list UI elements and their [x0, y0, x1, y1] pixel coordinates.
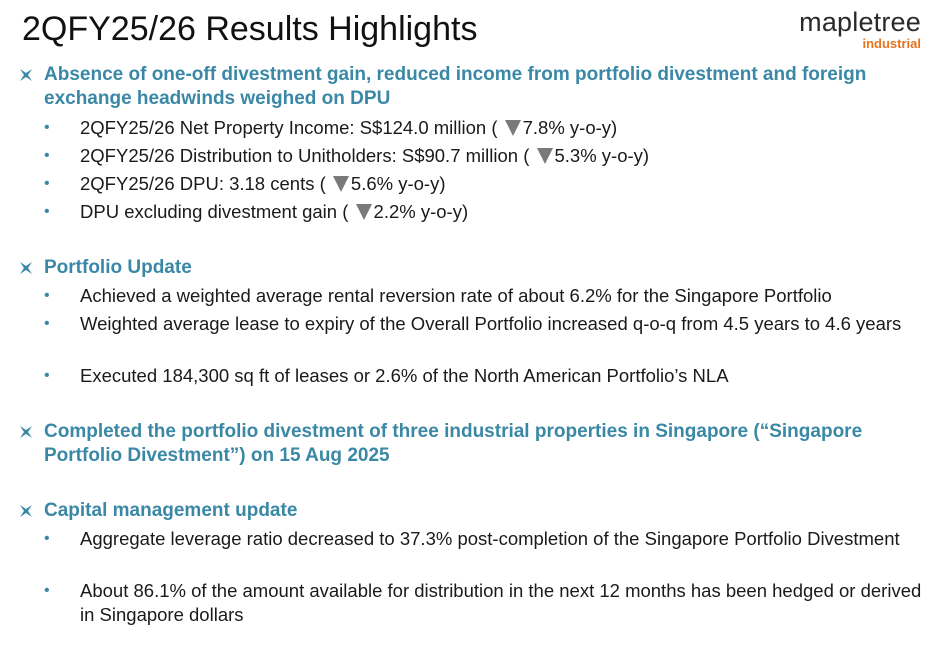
change-text: 5.3% y-o-y) — [554, 145, 650, 166]
section-heading: Completed the portfolio divestment of th… — [44, 421, 863, 466]
bullet-icon: • — [44, 175, 50, 192]
list-item: • DPU excluding divestment gain ( 2.2% y… — [44, 200, 925, 224]
bullet-text: 2QFY25/26 Distribution to Unitholders: S… — [80, 145, 535, 166]
section-heading: Portfolio Update — [44, 257, 192, 278]
section-heading: Absence of one-off divestment gain, redu… — [44, 64, 867, 109]
list-item: • About 86.1% of the amount available fo… — [44, 579, 925, 627]
mapletree-industrial-logo: mapletree industrial — [781, 6, 921, 51]
change-text: 5.6% y-o-y) — [350, 173, 446, 194]
bullet-icon: • — [44, 367, 50, 384]
section-marker-icon — [18, 424, 34, 440]
change-text: 2.2% y-o-y) — [373, 201, 469, 222]
bullet-text: About 86.1% of the amount available for … — [80, 580, 922, 625]
bullet-text: DPU excluding divestment gain ( — [80, 201, 354, 222]
bullet-text: Aggregate leverage ratio decreased to 37… — [80, 528, 900, 549]
bullet-icon: • — [44, 203, 50, 220]
slide-title: 2QFY25/26 Results Highlights — [22, 10, 478, 48]
down-triangle-icon — [536, 148, 553, 164]
list-item: • Weighted average lease to expiry of th… — [44, 312, 925, 336]
list-item: • Aggregate leverage ratio decreased to … — [44, 527, 925, 551]
bullet-text: 2QFY25/26 DPU: 3.18 cents ( — [80, 173, 331, 194]
section-marker-icon — [18, 260, 34, 276]
list-item: • Achieved a weighted average rental rev… — [44, 284, 925, 308]
down-triangle-icon — [332, 176, 349, 192]
list-item: • 2QFY25/26 DPU: 3.18 cents ( 5.6% y-o-y… — [44, 172, 925, 196]
section-heading: Capital management update — [44, 500, 298, 521]
logo-subtitle: industrial — [862, 36, 921, 51]
bullet-icon: • — [44, 582, 50, 599]
section-marker-icon — [18, 503, 34, 519]
bullet-icon: • — [44, 147, 50, 164]
bullet-text: Achieved a weighted average rental rever… — [80, 285, 832, 306]
down-triangle-icon — [504, 120, 521, 136]
list-item: • Executed 184,300 sq ft of leases or 2.… — [44, 364, 925, 388]
list-item: • 2QFY25/26 Net Property Income: S$124.0… — [44, 116, 925, 140]
list-item: • 2QFY25/26 Distribution to Unitholders:… — [44, 144, 925, 168]
bullet-icon: • — [44, 530, 50, 547]
bullet-icon: • — [44, 315, 50, 332]
bullet-text: 2QFY25/26 Net Property Income: S$124.0 m… — [80, 117, 503, 138]
section-marker-icon — [18, 67, 34, 83]
logo-wordmark: mapletree — [799, 7, 921, 37]
bullet-text: Executed 184,300 sq ft of leases or 2.6%… — [80, 365, 729, 386]
change-text: 7.8% y-o-y) — [522, 117, 618, 138]
down-triangle-icon — [355, 204, 372, 220]
bullet-icon: • — [44, 119, 50, 136]
bullet-text: Weighted average lease to expiry of the … — [80, 313, 902, 334]
bullet-icon: • — [44, 287, 50, 304]
